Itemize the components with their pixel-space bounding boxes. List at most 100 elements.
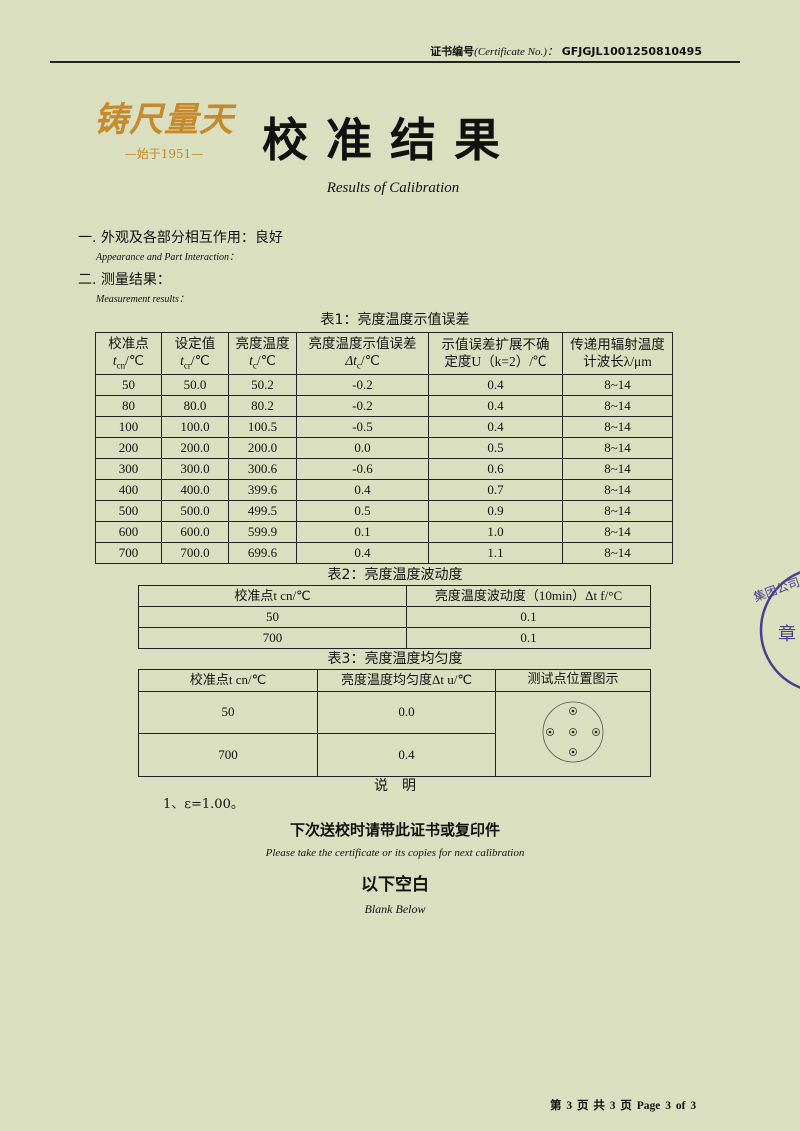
header-cell: 亮度温度波动度（10min）Δt f/°C [406,585,651,607]
table-cell: 0.4 [296,479,429,501]
table-cell: 0.0 [296,437,429,459]
blank-below-en: Blank Below [364,902,426,916]
logo-since: —始于1951— [124,147,204,161]
test-point-diagram-icon [542,701,604,763]
table-cell: 0.5 [428,437,563,459]
table-row: 300 300.0 300.6 -0.6 0.6 8~14 [95,458,673,480]
header-rule [50,61,740,63]
table-cell: 700 [138,733,318,777]
table-cell: 50 [138,606,407,628]
table-row: 700 0.1 [138,627,651,649]
table-cell: 400.0 [161,479,229,501]
table-cell: 50 [95,374,162,396]
blank-below-cn: 以下空白 [361,875,429,895]
table-row: 700 0.4 [138,733,651,777]
table-row: 600 600.0 599.9 0.1 1.0 8~14 [95,521,673,543]
table-stability: 校准点t cn/℃ 亮度温度波动度（10min）Δt f/°C 50 0.1 700 0.… [138,585,651,649]
table-cell: 599.9 [228,521,297,543]
table-row: 50 0.0 [138,690,651,777]
header-cell: 设定值 tcr/℃ [161,332,229,375]
table-cell: 0.6 [428,458,563,480]
table2-caption: 表2：亮度温度波动度 [327,567,463,583]
table-cell: 50.2 [228,374,297,396]
notes-title: 说 明 [374,778,416,794]
table-cell: 8~14 [562,416,673,438]
table-cell: 0.4 [317,733,496,777]
table-cell: 700.0 [161,542,229,564]
table-cell: 50.0 [161,374,229,396]
table-cell: 300 [95,458,162,480]
table-cell: 700 [138,627,407,649]
table-cell: 80 [95,395,162,417]
table-cell: 700 [95,542,162,564]
table-cell: 399.6 [228,479,297,501]
table-cell: 0.4 [296,542,429,564]
table-cell: 300.0 [161,458,229,480]
table-cell: 8~14 [562,479,673,501]
table3-caption: 表3：亮度温度均匀度 [327,651,463,667]
table-cell: 499.5 [228,500,297,522]
header-cell: 传递用辐射温度 计波长λ/μm [562,332,673,375]
table-cell: 8~14 [562,500,673,522]
table-cell: 200.0 [161,437,229,459]
table-cell: 300.6 [228,458,297,480]
seal-center-text: 章 [778,624,796,645]
header-cell: 校准点t cn/℃ [138,585,407,607]
table-cell: 8~14 [562,374,673,396]
table-cell: 8~14 [562,395,673,417]
table-cell: 8~14 [562,542,673,564]
table-uniformity: 校准点t cn/℃ 亮度温度均匀度Δt u/℃ 测试点位置图示 50 0.0 700 0… [138,669,651,777]
table-indication-error: 校准点 tcn/℃ 设定值 tcr/℃ 亮度温度 tc/℃ 亮度温度示值误差 Δtc/℃ 示值误… [95,332,673,564]
table-cell: 0.4 [428,395,563,417]
table-cell: 0.1 [406,606,651,628]
table-cell: 500 [95,500,162,522]
table-cell: 200.0 [228,437,297,459]
header-cell: 测试点位置图示 [495,669,651,692]
table-cell: 100 [95,416,162,438]
header-cell: 校准点 tcn/℃ [95,332,162,375]
logo: 铸尺量天 —始于1951— [86,92,242,162]
table-row: 50 0.1 [138,606,651,628]
table-cell: 80.2 [228,395,297,417]
table-cell: 1.1 [428,542,563,564]
page-subtitle: Results of Calibration [326,180,460,196]
table-row: 80 80.0 80.2 -0.2 0.4 8~14 [95,395,673,417]
section-measurement: 二. 测量结果： [78,272,171,288]
section-appearance-en: Appearance and Part Interaction： [96,252,240,263]
table-cell: 0.1 [296,521,429,543]
logo-text: 铸尺量天 [94,100,234,140]
header-cell: 亮度温度示值误差 Δtc/℃ [296,332,429,375]
header-cell: 亮度温度 tc/℃ [228,332,297,375]
table-cell: 8~14 [562,521,673,543]
table-cell: 100.0 [161,416,229,438]
note-item: 1、ε=1.00。 [163,797,244,812]
certificate-number: 证书编号(Certificate No.)： GFJGJL10012508104… [430,45,702,58]
table-cell: -0.6 [296,458,429,480]
table-cell: -0.5 [296,416,429,438]
table-cell: 8~14 [562,458,673,480]
table-header-row: 校准点 tcn/℃ 设定值 tcr/℃ 亮度温度 tc/℃ 亮度温度示值误差 Δtc/℃ 示值误… [95,332,673,375]
table-cell: 0.4 [428,374,563,396]
table-cell: 0.1 [406,627,651,649]
table-cell: -0.2 [296,374,429,396]
header-cell: 校准点t cn/℃ [138,669,318,692]
reminder-en: Please take the certificate or its copie… [265,847,525,859]
table-cell: 0.4 [428,416,563,438]
table-cell: 50 [138,690,318,735]
table-cell: 0.5 [296,500,429,522]
official-seal: 章 集团公司 [751,571,800,689]
reminder-cn: 下次送校时请带此证书或复印件 [289,821,500,839]
table-cell: 0.7 [428,479,563,501]
seal-ring-text: 集团公司 [751,574,800,605]
section-appearance: 一. 外观及各部分相互作用：良好 [78,230,283,246]
table-cell: 80.0 [161,395,229,417]
page-footer: 第 3 页 共 3 页 Page 3 of 3 [550,1100,697,1112]
header-cell: 亮度温度均匀度Δt u/℃ [317,669,496,692]
table-cell: -0.2 [296,395,429,417]
table-cell: 1.0 [428,521,563,543]
test-point-diagram [495,691,651,777]
header-cell: 示值误差扩展不确 定度U（k=2）/℃ [428,332,563,375]
section-measurement-en: Measurement results： [96,294,189,305]
table-row: 200 200.0 200.0 0.0 0.5 8~14 [95,437,673,459]
table-cell: 600 [95,521,162,543]
